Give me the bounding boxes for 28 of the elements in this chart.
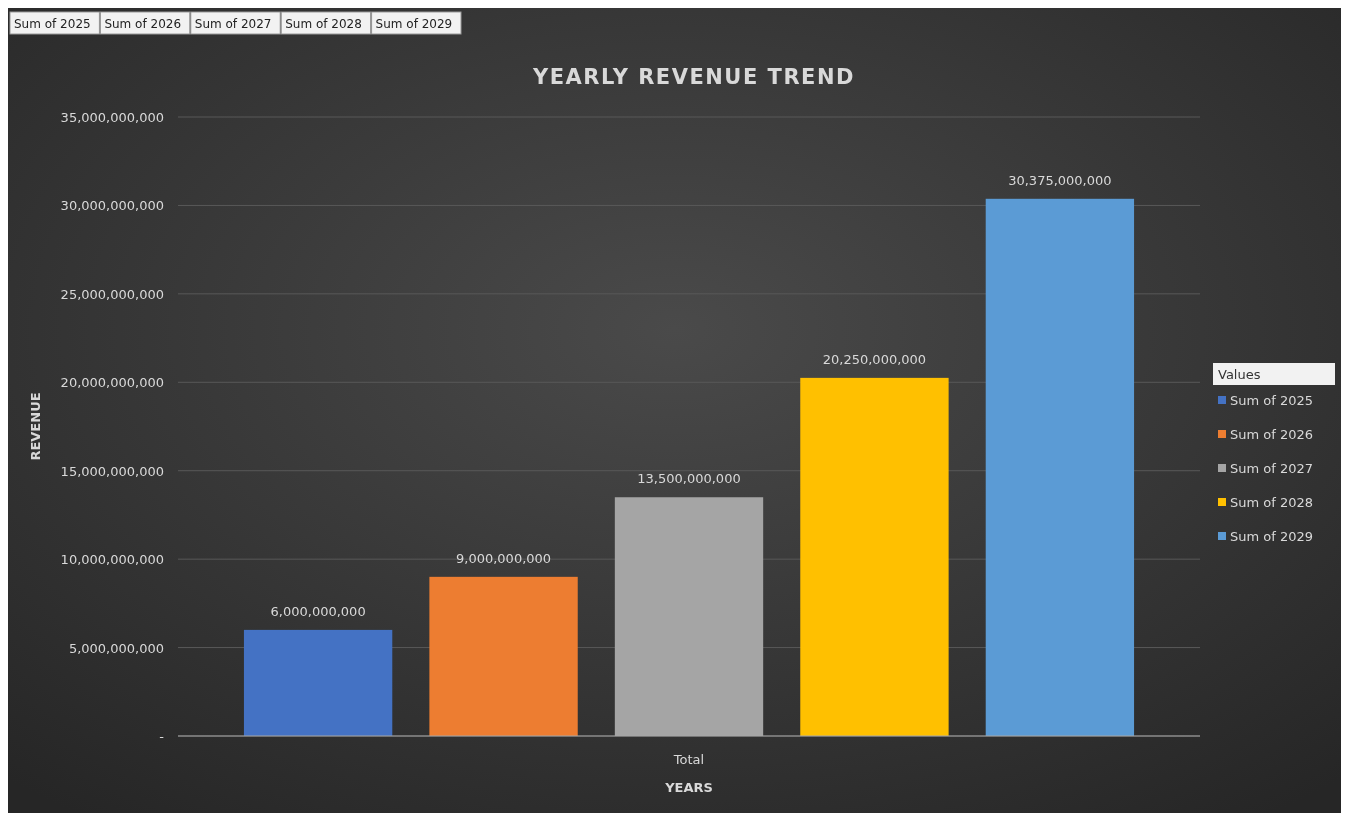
data-label: 30,375,000,000 [1008,172,1112,188]
x-axis-title: YEARS [664,780,713,795]
legend-label: Sum of 2025 [1230,393,1314,408]
y-tick-label: 10,000,000,000 [60,552,164,568]
legend-label: Sum of 2029 [1230,529,1314,544]
y-tick-label: 20,000,000,000 [60,375,164,391]
legend-label: Sum of 2028 [1230,495,1314,510]
text: Sum of 2027 [194,17,272,31]
y-tick-label: - [159,729,165,744]
text: Sum of 2029 [375,17,453,31]
data-label: 20,250,000,000 [822,351,927,367]
data-label: 9,000,000,000 [456,550,552,566]
legend-label: Sum of 2026 [1230,427,1314,442]
y-tick-label: 35,000,000,000 [60,110,164,125]
y-tick-label: 30,000,000,000 [60,198,164,214]
legend-label: Sum of 2027 [1230,461,1314,476]
y-tick-label: 5,000,000,000 [68,640,164,656]
data-label: 13,500,000,000 [637,471,741,487]
y-tick-label: 15,000,000,000 [60,463,164,479]
y-tick-label: 25,000,000,000 [60,286,164,302]
text: Sum of 2028 [285,17,362,31]
text: Sum of 2026 [104,17,182,31]
chart-title: YEARLY REVENUE TREND [532,65,855,89]
legend-title: Values [1218,367,1261,382]
data-label: 6,000,000,000 [270,603,366,619]
y-axis-title: REVENUE [28,392,43,461]
x-tick-label: Total [672,752,705,767]
text: Sum of 2025 [14,17,91,31]
